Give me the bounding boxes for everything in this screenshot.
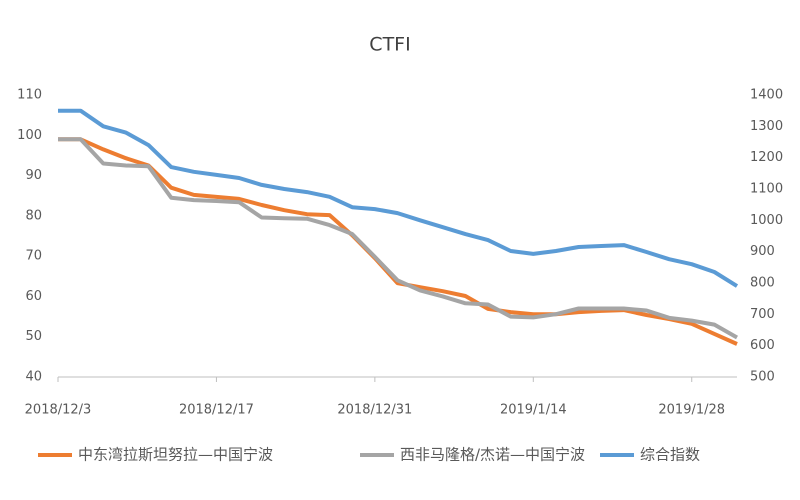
x-tick-label: 2019/1/28 [658, 403, 725, 418]
legend-label: 西非马隆格/杰诺—中国宁波 [400, 446, 585, 464]
y-tick-label: 100 [17, 128, 42, 143]
y2-tick-label: 1200 [750, 150, 783, 165]
y2-tick-label: 800 [750, 276, 775, 291]
y-tick-label: 40 [25, 370, 42, 385]
y2-tick-label: 1100 [750, 182, 783, 197]
y2-tick-label: 1300 [750, 119, 783, 134]
y2-tick-label: 700 [750, 307, 775, 322]
y2-tick-label: 500 [750, 370, 775, 385]
y-tick-label: 110 [17, 88, 42, 103]
y-tick-label: 80 [25, 208, 42, 223]
x-tick-label: 2018/12/3 [25, 403, 92, 418]
y2-tick-label: 900 [750, 244, 775, 259]
x-tick-label: 2018/12/17 [179, 403, 254, 418]
x-tick-label: 2018/12/31 [337, 403, 412, 418]
y2-tick-label: 600 [750, 338, 775, 353]
y-tick-label: 60 [25, 289, 42, 304]
x-tick-label: 2019/1/14 [500, 403, 567, 418]
legend-label: 中东湾拉斯坦努拉—中国宁波 [78, 446, 273, 464]
series-line [58, 137, 738, 340]
legend-label: 综合指数 [640, 446, 700, 464]
chart-title: CTFI [369, 34, 410, 56]
y2-tick-label: 1400 [750, 88, 783, 103]
y-tick-label: 90 [25, 168, 42, 183]
series-line [58, 137, 738, 346]
y-tick-label: 70 [25, 249, 42, 264]
y-tick-label: 50 [25, 329, 42, 344]
series-line [58, 108, 739, 288]
y2-tick-label: 1000 [750, 213, 783, 228]
